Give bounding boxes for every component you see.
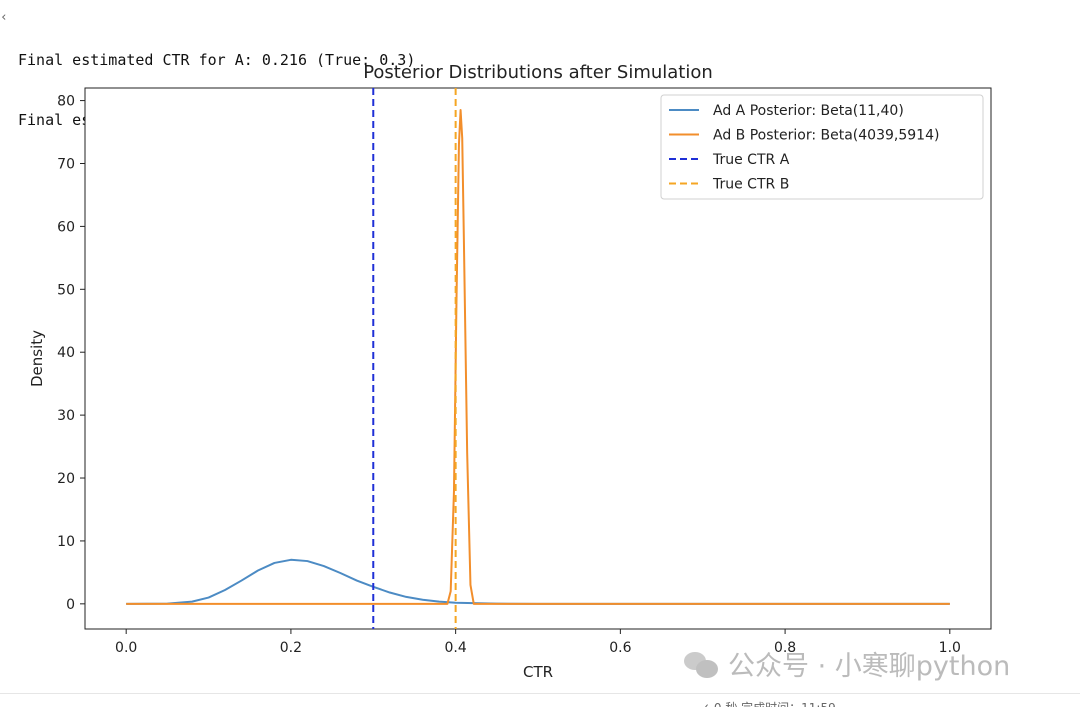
x-tick-label-0: 0.0 [115, 640, 137, 656]
legend-label-0: Ad A Posterior: Beta(11,40) [713, 103, 904, 119]
wechat-icon [682, 648, 720, 680]
footer-bar [0, 693, 1080, 707]
y-tick-label-40: 40 [57, 345, 75, 361]
legend-box [660, 94, 984, 200]
x-axis-label: CTR [523, 663, 553, 681]
x-tick-label-2: 0.4 [445, 640, 467, 656]
y-tick-label-60: 60 [57, 219, 75, 235]
y-tick-label-10: 10 [57, 534, 75, 550]
console-line-a: Final estimated CTR for A: 0.216 (True: … [18, 51, 416, 69]
y-tick-label-50: 50 [57, 282, 75, 298]
y-tick-label-30: 30 [57, 408, 75, 424]
watermark-text: 公众号 · 小寒聊python [728, 651, 1011, 682]
legend-label-1: Ad B Posterior: Beta(4039,5914) [713, 128, 939, 144]
y-axis-label: Density [28, 330, 46, 387]
legend-label-2: True CTR A [712, 152, 790, 168]
y-tick-label-20: 20 [57, 471, 75, 487]
y-tick-label-0: 0 [66, 597, 75, 613]
posterior-chart: Posterior Distributions after Simulation… [28, 62, 992, 681]
chart-title: Posterior Distributions after Simulation [363, 62, 713, 83]
execution-status: ✓ 0 秒 完成时间：11:59 [700, 699, 836, 707]
x-tick-label-5: 1.0 [939, 640, 961, 656]
output-collapse-arrow-icon[interactable]: ‹ [0, 10, 8, 25]
y-tick-label-70: 70 [57, 156, 75, 172]
y-tick-label-80: 80 [57, 94, 75, 110]
x-tick-label-3: 0.6 [609, 640, 631, 656]
watermark: 公众号 · 小寒聊python [682, 644, 1010, 683]
x-tick-label-1: 0.2 [280, 640, 302, 656]
x-tick-label-4: 0.8 [774, 640, 796, 656]
legend-label-3: True CTR B [712, 177, 789, 193]
series-line-1 [126, 109, 950, 605]
